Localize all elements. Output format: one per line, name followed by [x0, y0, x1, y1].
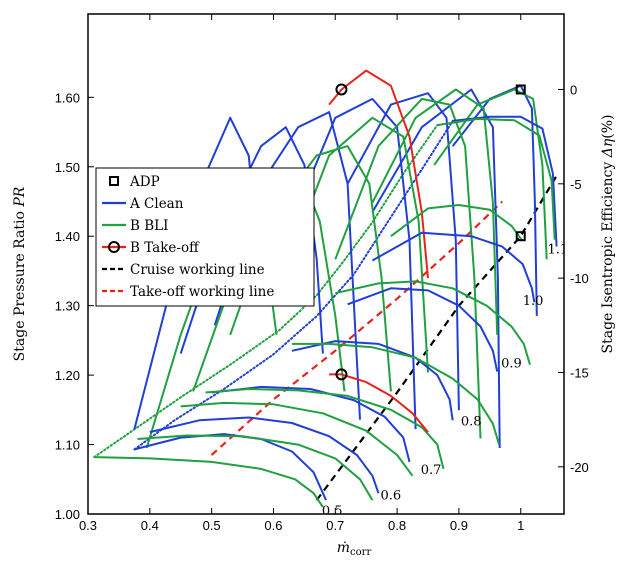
y-tick-label-left-1: 1.10: [55, 438, 80, 453]
legend-label-1: A Clean: [129, 196, 184, 212]
y-tick-label-right-4: -20: [570, 460, 589, 475]
pr-line-7: [94, 456, 324, 508]
y-tick-label-right-2: -10: [570, 271, 589, 286]
speed-label-1: 0.6: [381, 489, 402, 504]
legend-symbol-circle-3: [108, 241, 120, 253]
x-tick-label-0: 0.3: [79, 518, 97, 533]
x-tick-label-6: 0.9: [450, 518, 468, 533]
eta-line-10: [284, 116, 429, 373]
speed-label-5: 1.0: [523, 294, 544, 309]
eta-line-11: [334, 97, 482, 439]
pr-line-15: [329, 373, 429, 433]
x-tick-label-5: 0.8: [388, 518, 406, 533]
y-tick-label-right-3: -15: [570, 365, 589, 380]
eta-line-3: [291, 97, 417, 430]
plot-frame: [87, 13, 565, 515]
takeoff-marker-1: [335, 368, 348, 381]
eta-line-4: [346, 92, 460, 411]
eta-line-5: [371, 88, 501, 449]
y-tick-label-left-6: 1.60: [55, 90, 80, 105]
x-tick-label-3: 0.6: [264, 518, 282, 533]
pr-line-4: [347, 287, 499, 372]
y-tick-label-left-2: 1.20: [55, 368, 80, 383]
legend: ADP A Clean B BLI B Take-off Cruise working …: [95, 167, 315, 307]
legend-box: [95, 167, 315, 307]
y-axis-label-left: Stage Pressure Ratio PR: [12, 186, 28, 361]
pr-line-10: [205, 388, 445, 470]
y-tick-label-right-1: -5: [570, 177, 582, 192]
y-tick-label-right-0: 0: [570, 82, 577, 97]
eta-line-12: [371, 88, 499, 335]
legend-symbol-0: [109, 176, 119, 186]
speed-label-2: 0.7: [421, 463, 442, 478]
legend-label-2: B BLI: [130, 218, 168, 234]
speed-label-4: 0.9: [501, 357, 522, 372]
legend-label-5: Take-off working line: [130, 284, 274, 300]
pr-line-12: [335, 280, 531, 365]
pr-line-14: [437, 117, 556, 240]
pr-line-5: [371, 231, 536, 303]
y-axis-label-right: Stage Isentropic Efficiency Δη(%): [600, 115, 616, 354]
pr-line-11: [292, 342, 501, 445]
pr-line-13: [390, 204, 524, 242]
legend-label-0: ADP: [129, 174, 160, 190]
eta-line-6: [451, 84, 538, 316]
pr-line-3: [291, 340, 454, 421]
x-tick-label-4: 0.7: [326, 518, 344, 533]
x-axis-label: ṁcorr: [337, 540, 372, 558]
takeoff-marker-3: [335, 83, 348, 96]
x-tick-label-7: 1: [517, 518, 524, 533]
adp-marker-0: [515, 231, 526, 242]
pr-line-6: [452, 115, 558, 247]
axes: 0.3 0.4 0.5 0.6 0.7 0.8 0.9 11.001.101.201.301.…: [12, 13, 616, 558]
legend-label-4: Cruise working line: [130, 262, 265, 278]
adp-marker-2: [515, 84, 526, 95]
x-tick-label-2: 0.5: [203, 518, 221, 533]
pr-line-2: [211, 385, 411, 463]
speed-label-0: 0.5: [322, 504, 343, 519]
pr-line-8: [137, 434, 374, 501]
legend-label-3: B Take-off: [130, 240, 200, 256]
y-tick-label-left-5: 1.50: [55, 160, 80, 175]
speed-label-6: 1.1: [547, 243, 568, 258]
x-tick-label-1: 0.4: [141, 518, 159, 533]
y-tick-label-left-3: 1.30: [55, 299, 80, 314]
y-tick-label-left-0: 1.00: [55, 507, 80, 522]
y-tick-label-left-4: 1.40: [55, 229, 80, 244]
pr-line-9: [180, 401, 414, 477]
surge-line-1: [93, 124, 439, 459]
speed-label-3: 0.8: [461, 414, 482, 429]
pr-line-1: [149, 416, 380, 494]
